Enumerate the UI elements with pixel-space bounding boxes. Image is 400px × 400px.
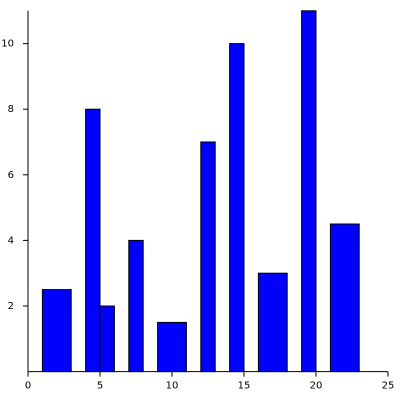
x-tick-label: 10 xyxy=(166,381,179,392)
x-tick-label: 15 xyxy=(238,381,251,392)
x-tick-label: 20 xyxy=(310,381,323,392)
bar xyxy=(157,321,187,373)
bar xyxy=(41,289,72,373)
x-tick-label: 25 xyxy=(382,381,395,392)
bar xyxy=(85,108,101,373)
bar xyxy=(200,141,216,373)
y-tick-label: 8 xyxy=(8,104,14,115)
x-tick-label: 5 xyxy=(97,381,103,392)
y-tick-label: 6 xyxy=(8,170,14,181)
bar xyxy=(301,10,317,373)
bar xyxy=(257,272,288,373)
bar xyxy=(329,223,360,373)
y-tick-label: 2 xyxy=(8,301,14,312)
y-tick-label: 10 xyxy=(1,39,14,50)
bar xyxy=(128,239,144,373)
bar xyxy=(99,305,115,373)
x-tick-label: 0 xyxy=(25,381,31,392)
bar xyxy=(229,43,245,373)
y-tick-label: 4 xyxy=(8,235,14,246)
